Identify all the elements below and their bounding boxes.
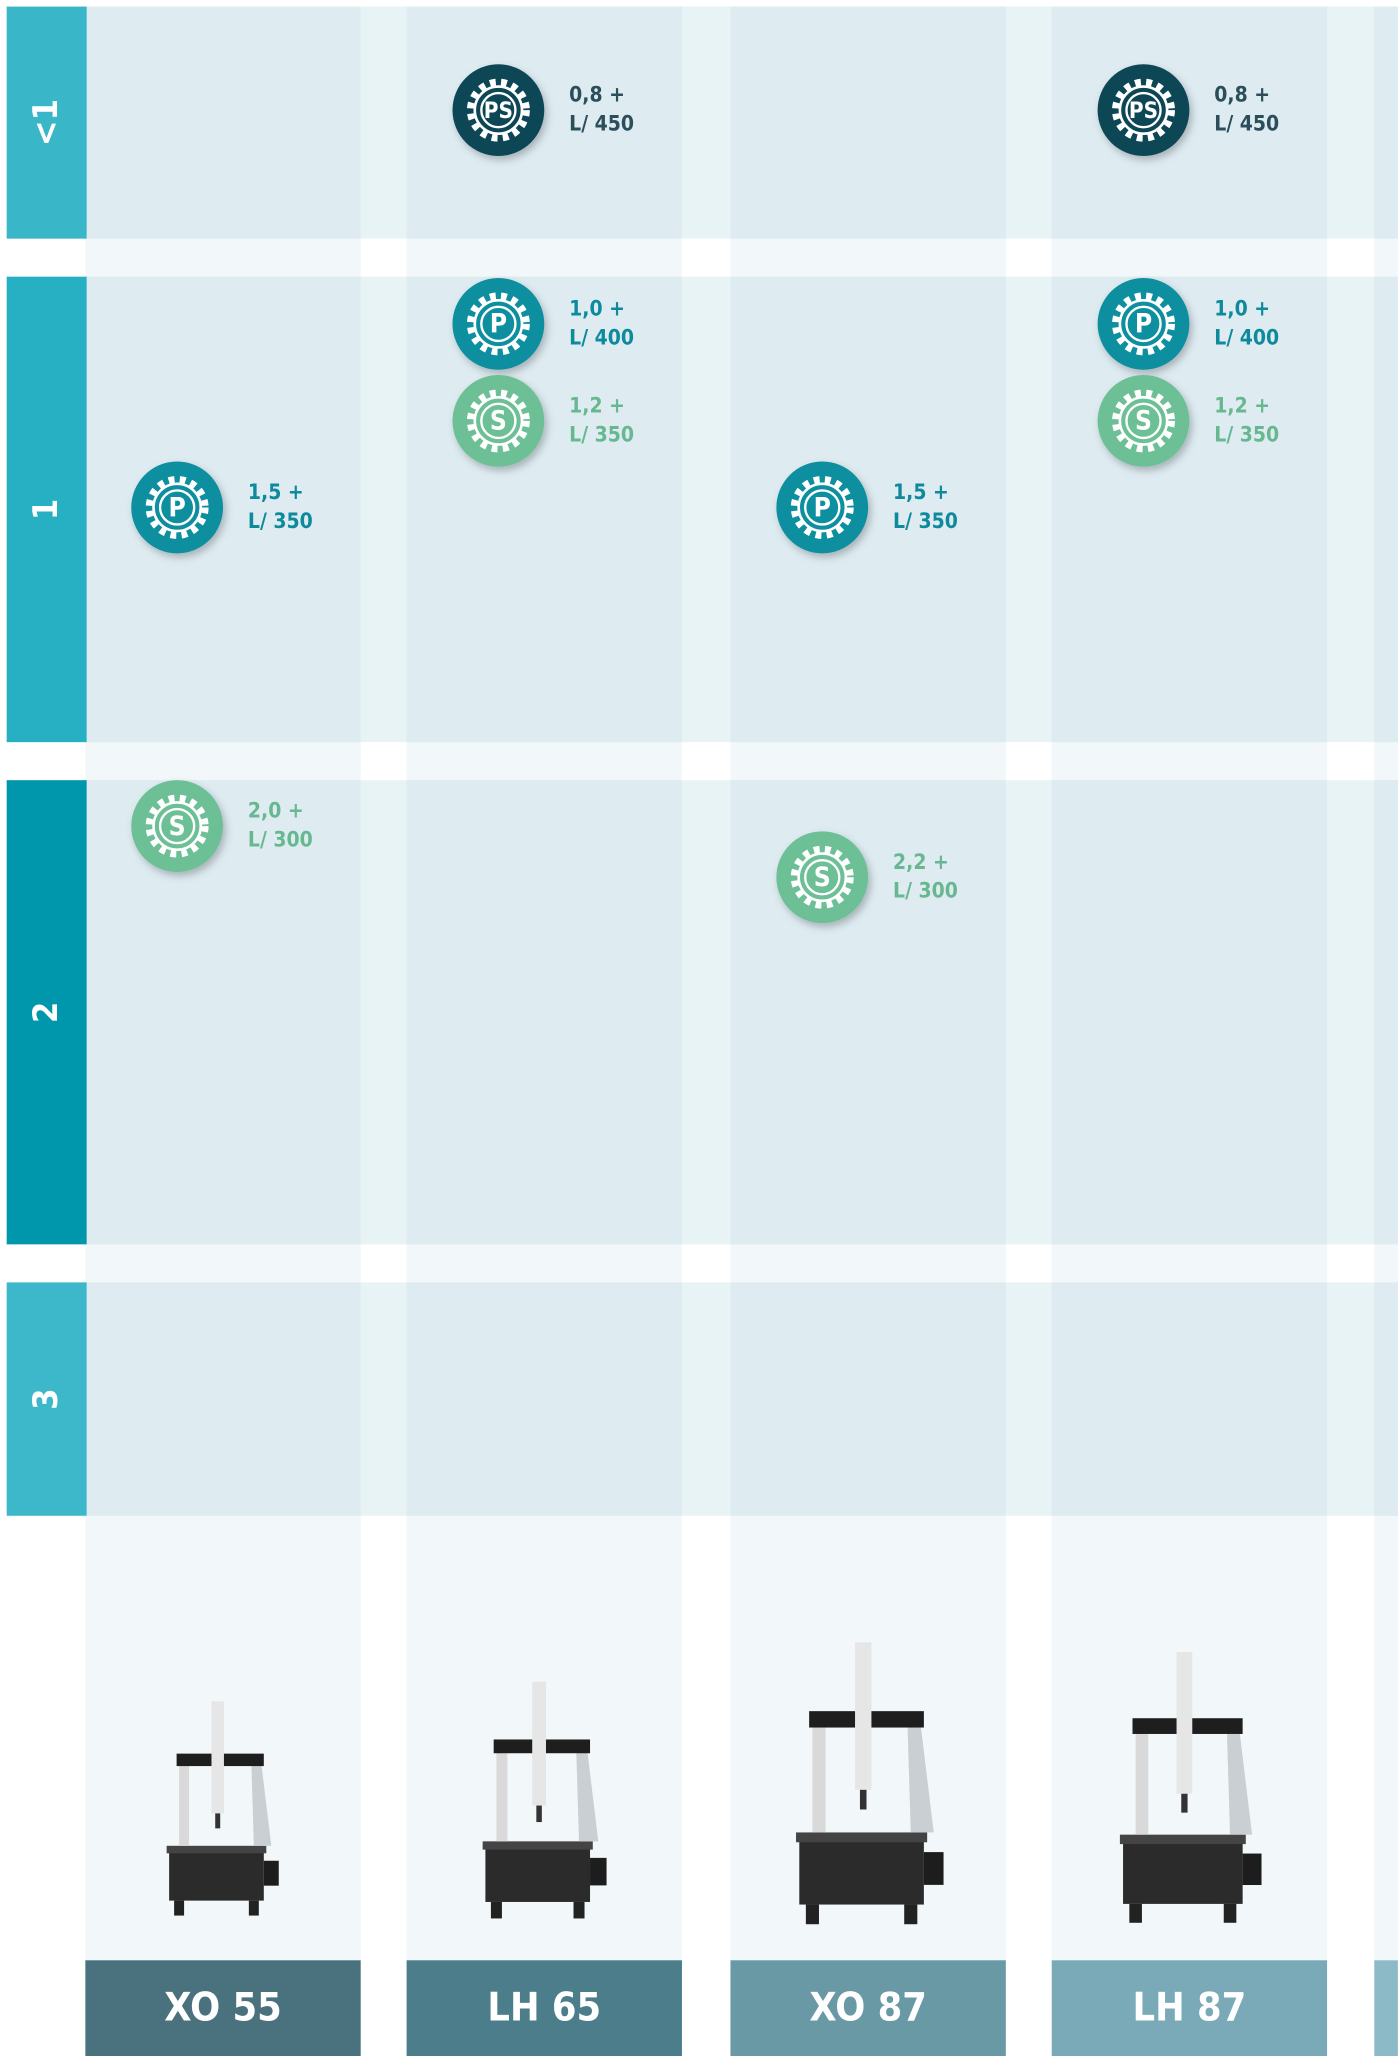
badge-line1: 1,2 + [1214, 393, 1270, 417]
badge-line2: L/ 300 [893, 879, 958, 903]
cell-bg [1052, 1282, 1327, 1515]
column-name: LH 87 [1133, 1985, 1247, 2031]
badge-line2: L/ 450 [1214, 112, 1279, 136]
cell-bg [407, 780, 682, 1244]
row-label: 1 [26, 499, 66, 520]
badge-line1: 1,5 + [248, 480, 304, 504]
badge-line2: L/ 350 [893, 509, 958, 533]
cell-bg [730, 1282, 1005, 1515]
cell-bg [1374, 780, 1398, 1244]
column-name: XO 87 [809, 1985, 927, 2031]
badge-line1: 1,0 + [1214, 296, 1270, 320]
row-label: 3 [26, 1388, 66, 1409]
badge-line2: L/ 450 [569, 112, 634, 136]
cell-bg [85, 1282, 360, 1515]
badge-icon-label: P [1135, 310, 1152, 340]
cell-bg [730, 7, 1005, 239]
badge-icon-label: P [168, 493, 185, 523]
column-name: XO 55 [164, 1985, 282, 2031]
badge-icon-label: S [814, 863, 831, 893]
badge-line2: L/ 350 [1214, 422, 1279, 446]
row-label: <1 [26, 99, 66, 146]
cell-bg [407, 1282, 682, 1515]
badge-line1: 1,0 + [569, 296, 625, 320]
badge-line2: L/ 400 [569, 325, 634, 349]
badge-line2: L/ 350 [569, 422, 634, 446]
column-name-bar [1374, 1960, 1398, 2056]
badge-line1: 0,8 + [1214, 83, 1270, 107]
column-name: LH 65 [487, 1985, 601, 2031]
badge-line1: 1,2 + [569, 393, 625, 417]
badge-line2: L/ 400 [1214, 325, 1279, 349]
comparison-chart: <1PS0,8 +L/ 450PS0,8 +L/ 4501P1,5 +L/ 35… [0, 0, 1398, 2056]
badge-icon-label: P [490, 310, 507, 340]
badge-line2: L/ 350 [248, 509, 313, 533]
cell-bg [730, 277, 1005, 742]
cell-bg [85, 277, 360, 742]
row-label: 2 [26, 1002, 66, 1023]
badge-line1: 0,8 + [569, 83, 625, 107]
badge-icon-label: PS [1129, 98, 1158, 124]
badge-icon-label: PS [484, 98, 513, 124]
cell-bg [1374, 7, 1398, 239]
badge-icon-label: S [1135, 407, 1152, 437]
cell-bg [407, 7, 682, 239]
badge-icon-label: S [490, 407, 507, 437]
cell-bg [407, 277, 682, 742]
cell-bg [1052, 277, 1327, 742]
badge-line1: 2,2 + [893, 850, 949, 874]
badge-line1: 2,0 + [248, 799, 304, 823]
badge-icon-label: S [169, 812, 186, 842]
badge-line1: 1,5 + [893, 480, 949, 504]
cell-bg [85, 780, 360, 1244]
cell-bg [1374, 1282, 1398, 1515]
badge-icon-label: P [814, 493, 831, 523]
cell-bg [85, 7, 360, 239]
badge-line2: L/ 300 [248, 827, 313, 851]
cell-bg [730, 780, 1005, 1244]
cell-bg [1052, 780, 1327, 1244]
cell-bg [1052, 7, 1327, 239]
cell-bg [1374, 277, 1398, 742]
